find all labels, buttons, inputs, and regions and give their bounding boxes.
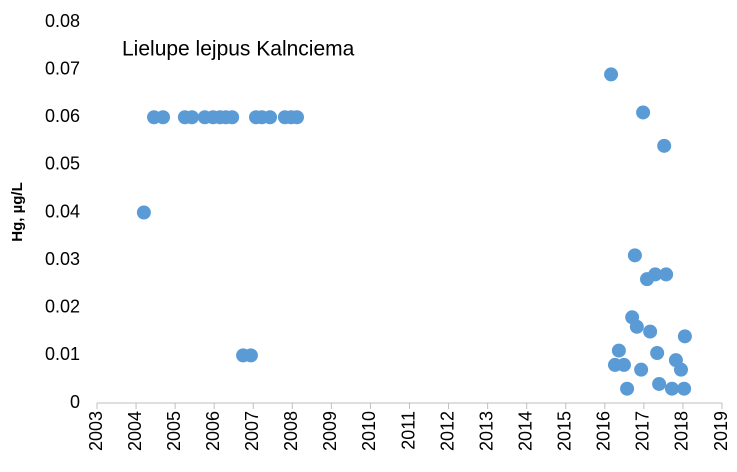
point <box>604 67 619 82</box>
point <box>659 267 674 282</box>
x-tick-label: 2013 <box>476 411 496 451</box>
point <box>629 319 644 334</box>
point <box>677 329 692 344</box>
x-tick-label: 2011 <box>398 411 418 450</box>
point <box>243 348 258 363</box>
point <box>665 381 679 396</box>
point <box>673 362 688 377</box>
y-tick-label: 0.01 <box>45 344 80 364</box>
x-tick-label: 2006 <box>203 411 223 451</box>
y-tick-label: 0.06 <box>45 106 80 126</box>
point <box>657 138 672 153</box>
point <box>136 205 151 220</box>
point <box>643 324 658 339</box>
x-tick-label: 2010 <box>359 411 379 451</box>
x-tick-label: 2004 <box>125 411 145 451</box>
y-tick-label: 0.03 <box>45 249 80 269</box>
y-tick-label: 0.07 <box>45 58 80 78</box>
x-tick-label: 2007 <box>242 411 262 451</box>
y-tick-label: 0.02 <box>45 297 80 317</box>
x-tick-label: 2008 <box>281 411 301 451</box>
point <box>611 343 626 358</box>
point <box>650 345 665 360</box>
point <box>677 381 692 396</box>
point <box>156 110 171 125</box>
point <box>225 110 240 125</box>
x-tick-label: 2019 <box>711 411 731 451</box>
x-tick-label: 2016 <box>594 411 614 451</box>
annotation: Lielupe lejpus Kalnciema <box>122 38 355 61</box>
point <box>616 357 631 372</box>
x-tick-label: 2012 <box>437 411 457 451</box>
y-tick-label: 0.05 <box>45 154 80 174</box>
point <box>290 110 304 125</box>
point <box>648 267 663 282</box>
point <box>652 376 667 391</box>
y-tick-label: 0.04 <box>45 201 80 221</box>
point <box>634 362 649 377</box>
x-tick-label: 2018 <box>672 411 692 451</box>
x-tick-label: 2017 <box>633 411 653 451</box>
x-tick-label: 2014 <box>515 411 535 451</box>
point <box>263 110 278 125</box>
x-tick-label: 2005 <box>164 411 184 451</box>
x-tick-label: 2015 <box>555 411 575 451</box>
y-tick-label: 0.08 <box>45 11 80 31</box>
point <box>636 105 651 120</box>
x-tick-label: 2003 <box>86 411 106 451</box>
point <box>627 248 642 263</box>
point <box>620 381 635 396</box>
point <box>184 110 199 125</box>
y-axis-label: Hg, µg/L <box>9 182 26 241</box>
y-tick-label: 0 <box>70 392 80 412</box>
x-tick-label: 2009 <box>320 411 340 451</box>
